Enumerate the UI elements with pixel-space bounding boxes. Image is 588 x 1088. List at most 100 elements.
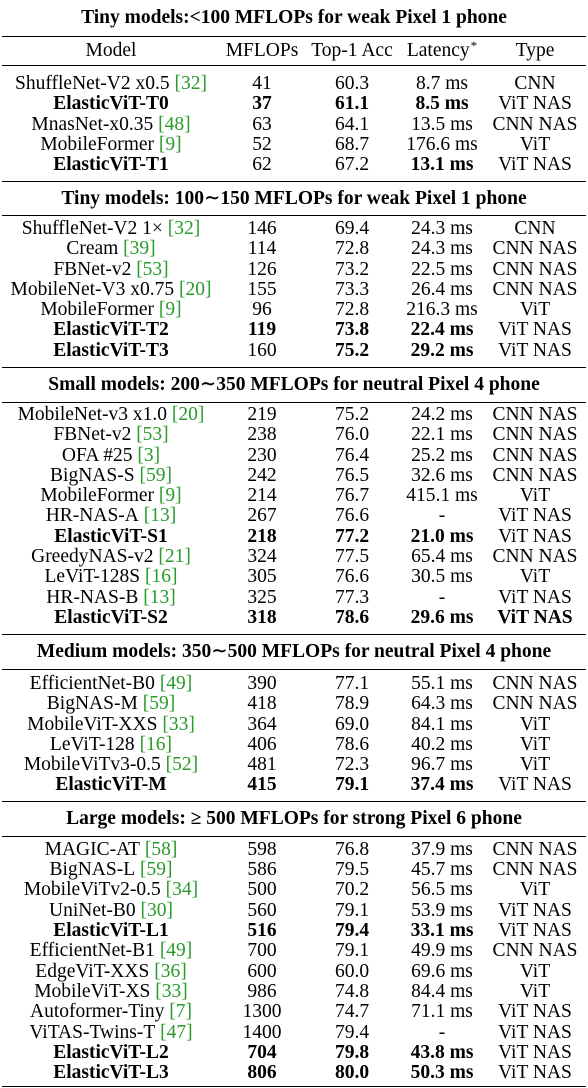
mflops-cell: 418 [247,693,277,715]
type-cell: ViT NAS [498,1001,572,1023]
citation-link[interactable]: [53] [136,424,169,446]
model-group-section: Small models: 200∼350 MFLOPs for neutral… [2,366,586,634]
mflops-cell: 806 [247,1062,277,1084]
citation-link[interactable]: [9] [158,299,182,321]
mflops-cell: 600 [247,960,277,982]
citation-link[interactable]: [16] [144,566,178,588]
top1-acc-cell: 78.6 [334,733,370,755]
citation-link[interactable]: [48] [158,113,191,135]
citation-link[interactable]: [9] [158,485,182,507]
top1-acc-cell: 73.3 [334,278,370,300]
model-cell: MobileNet-V3 x0.75 [20] [2,278,220,300]
model-cell: Cream [39] [2,239,220,259]
top1-acc-cell: 77.3 [334,586,370,608]
model-cell: MAGIC-AT [58] [2,838,220,860]
citation-link[interactable]: [16] [139,733,173,755]
citation-link[interactable]: [13] [143,586,176,608]
type-cell: ViT [519,485,551,507]
citation-link[interactable]: [52] [165,754,199,776]
table-row: ElasticViT-L1 516 79.4 33.1 ms ViT NAS [2,920,586,942]
citation-link[interactable]: [59] [139,464,172,486]
citation-link[interactable]: [47] [160,1021,193,1043]
latency-cell: 24.2 ms [411,403,473,425]
model-name: ElasticViT-S2 [54,606,168,628]
citation-link[interactable]: [33] [162,713,195,735]
latency-cell: 29.6 ms [410,606,474,628]
type-cell: ViT NAS [498,525,572,547]
citation-link[interactable]: [3] [137,444,161,466]
section-title: Small models: 200∼350 MFLOPs for neutral… [2,368,586,403]
citation-link[interactable]: [20] [178,278,212,300]
type-cell: CNN NAS [492,859,578,881]
citation-link[interactable]: [13] [143,505,177,527]
latency-cell: 13.1 ms [410,154,474,176]
table-row: LeViT-128 [16] 406 78.6 40.2 ms ViT [2,733,586,755]
model-cell: ShuffleNet-V2 1× [32] [2,217,220,239]
citation-link[interactable]: [30] [140,899,174,921]
model-cell: BigNAS-S [59] [2,464,220,486]
model-name: EfficientNet-B1 [29,940,155,962]
top1-acc-cell: 72.3 [334,754,370,776]
top1-acc-cell: 64.1 [334,113,370,135]
table-row: MAGIC-AT [58] 598 76.8 37.9 ms CNN NAS [2,838,586,860]
citation-link[interactable]: [21] [158,546,191,568]
citation-link[interactable]: [32] [167,217,201,239]
top1-acc-cell: 75.2 [334,403,370,425]
column-header-model: Model [85,40,137,61]
model-cell: ElasticViT-L3 [2,1062,220,1083]
model-cell: MobileViTv2-0.5 [34] [2,880,220,900]
table-row: MobileFormer [9] 52 68.7 176.6 ms ViT [2,133,586,155]
mflops-cell: 160 [247,339,277,361]
table-row: EdgeViT-XXS [36] 600 60.0 69.6 ms ViT [2,960,586,982]
table-body: ShuffleNet-V2 1× [32] 146 69.4 24.3 ms CNN Cre… [2,216,586,367]
model-name: LeViT-128S [44,566,141,588]
mflops-cell: 1400 [242,1021,282,1043]
citation-link[interactable]: [32] [174,73,207,94]
citation-link[interactable]: [59] [142,693,176,715]
model-name: HR-NAS-A [45,505,139,527]
model-name: ElasticViT-L1 [53,920,169,942]
model-cell: ElasticViT-T0 [2,94,220,114]
type-cell: CNN NAS [492,838,578,860]
citation-link[interactable]: [33] [155,980,188,1002]
citation-link[interactable]: [36] [154,960,187,982]
citation-link[interactable]: [49] [159,940,193,962]
citation-link[interactable]: [39] [123,238,156,260]
citation-link[interactable]: [59] [139,859,173,881]
model-cell: FBNet-v2 [53] [2,425,220,445]
latency-cell: 56.5 ms [411,879,473,901]
table-row: ElasticViT-S1 218 77.2 21.0 ms ViT NAS [2,525,586,547]
latency-cell: 26.4 ms [411,278,473,300]
top1-acc-cell: 79.4 [334,1021,370,1043]
table-row: BigNAS-S [59] 242 76.5 32.6 ms CNN NAS [2,464,586,486]
table-row: ElasticViT-T1 62 67.2 13.1 ms ViT NAS [2,154,586,176]
model-name: MobileFormer [40,485,155,507]
table-row: HR-NAS-A [13] 267 76.6 - ViT NAS [2,505,586,527]
mflops-cell: 146 [247,217,277,239]
model-name: ElasticViT-L2 [53,1041,169,1063]
citation-link[interactable]: [49] [159,672,193,694]
mflops-cell: 364 [247,713,277,735]
mflops-cell: 390 [247,672,277,694]
model-cell: ElasticViT-T2 [2,320,220,340]
mflops-cell: 406 [247,733,277,755]
citation-link[interactable]: [20] [171,403,205,425]
citation-link[interactable]: [7] [169,1001,192,1023]
table-row: LeViT-128S [16] 305 76.6 30.5 ms ViT [2,566,586,588]
latency-cell: 415.1 ms [406,485,478,507]
model-name: BigNAS-M [46,693,138,715]
latency-cell: 33.1 ms [410,920,474,942]
citation-link[interactable]: [53] [136,258,169,280]
model-name: MobileNet-V3 x0.75 [10,278,175,300]
model-cell: ShuffleNet-V2 x0.5 [32] [2,73,220,94]
table-row: ElasticViT-S2 318 78.6 29.6 ms ViT NAS [2,606,586,628]
latency-cell: 45.7 ms [411,859,473,881]
citation-link[interactable]: [34] [165,879,199,901]
top1-acc-cell: 69.4 [334,217,370,239]
table-row: ShuffleNet-V2 x0.5 [32] 41 60.3 8.7 ms CNN [2,73,586,94]
latency-footnote-mark: * [470,38,478,53]
table-row: FBNet-v2 [53] 126 73.2 22.5 ms CNN NAS [2,258,586,280]
mflops-cell: 214 [247,485,277,507]
citation-link[interactable]: [9] [158,133,182,155]
citation-link[interactable]: [58] [144,838,178,860]
